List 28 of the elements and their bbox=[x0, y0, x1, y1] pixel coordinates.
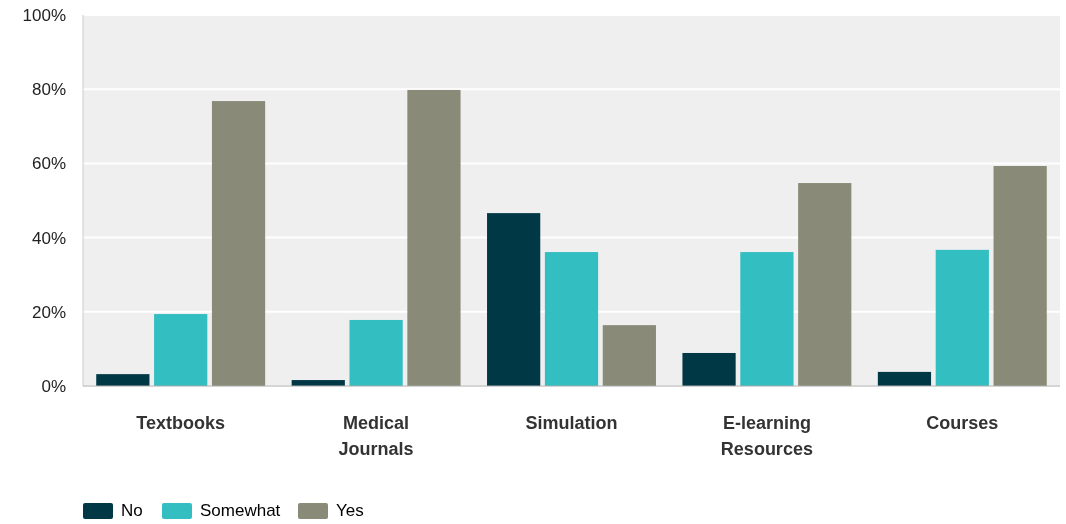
bar bbox=[993, 166, 1047, 386]
x-tick-label: Courses bbox=[926, 413, 999, 433]
y-tick-label: 100% bbox=[22, 5, 66, 25]
x-tick-label: Medical Journals bbox=[338, 413, 414, 459]
bar bbox=[798, 183, 852, 386]
y-tick-label: 20% bbox=[31, 302, 66, 322]
bar bbox=[407, 89, 461, 386]
bar bbox=[602, 325, 656, 386]
y-tick-label: 40% bbox=[31, 228, 66, 248]
x-tick-label: E-learning Resources bbox=[720, 413, 813, 459]
y-tick-label: 0% bbox=[41, 376, 66, 396]
bar bbox=[349, 319, 403, 386]
bar bbox=[211, 101, 266, 386]
y-tick-label: 80% bbox=[31, 80, 66, 100]
legend-label: No bbox=[121, 501, 143, 520]
y-tick-label: 60% bbox=[31, 154, 66, 174]
bar bbox=[740, 252, 794, 386]
bar bbox=[154, 314, 208, 386]
bar bbox=[487, 213, 541, 386]
bar bbox=[96, 374, 150, 386]
x-tick-label: Simulation bbox=[525, 413, 618, 433]
x-tick-label: Textbooks bbox=[136, 413, 226, 433]
legend-label: Somewhat bbox=[200, 501, 281, 520]
bar bbox=[682, 352, 736, 386]
bar bbox=[877, 371, 932, 386]
bar bbox=[935, 249, 989, 386]
legend-label: Yes bbox=[336, 501, 364, 520]
bar bbox=[544, 252, 599, 386]
